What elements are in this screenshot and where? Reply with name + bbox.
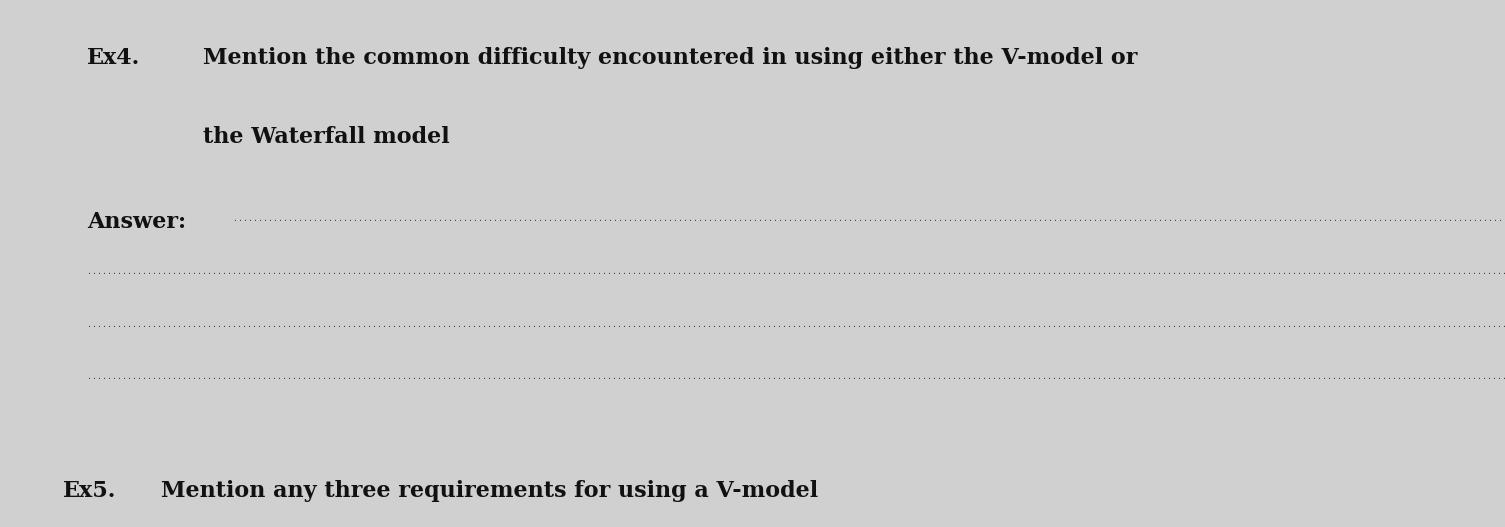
Text: ................................................................................: ........................................… <box>87 319 1505 329</box>
Text: Mention any three requirements for using a V-model: Mention any three requirements for using… <box>161 480 819 502</box>
Text: the Waterfall model: the Waterfall model <box>203 126 450 149</box>
Text: Answer:: Answer: <box>87 211 187 233</box>
Text: Ex4.: Ex4. <box>87 47 140 70</box>
Text: ................................................................................: ........................................… <box>87 267 1505 276</box>
Text: Ex5.: Ex5. <box>63 480 116 502</box>
Text: ................................................................................: ........................................… <box>233 214 1505 223</box>
Text: Mention the common difficulty encountered in using either the V-model or: Mention the common difficulty encountere… <box>203 47 1138 70</box>
Text: ................................................................................: ........................................… <box>87 372 1505 382</box>
